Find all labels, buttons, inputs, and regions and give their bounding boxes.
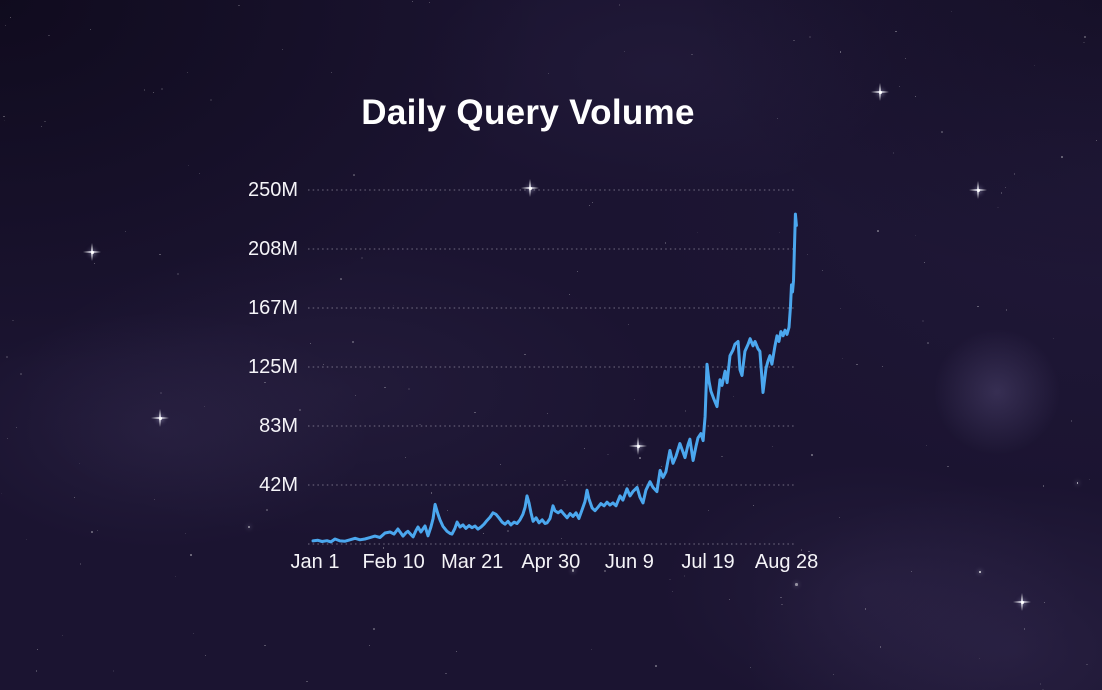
y-tick-label: 42M (259, 473, 298, 496)
x-tick-label: Aug 28 (754, 551, 819, 573)
y-tick-label: 125M (247, 356, 298, 378)
x-tick-label: Mar 21 (441, 551, 504, 573)
y-tick-label: 167M (247, 296, 298, 319)
query-volume-line (311, 212, 798, 544)
y-tick-label: 208M (247, 238, 298, 260)
x-tick-label: Apr 30 (521, 551, 581, 573)
y-tick-label: 250M (247, 179, 298, 201)
chart-title: Daily Query Volume (361, 93, 695, 132)
x-tick-label: Jan 1 (290, 551, 340, 573)
y-tick-label: 83M (259, 415, 298, 437)
x-tick-label: Jul 19 (681, 551, 735, 573)
x-tick-label: Feb 10 (362, 551, 425, 573)
x-tick-label: Jun 9 (604, 551, 654, 573)
